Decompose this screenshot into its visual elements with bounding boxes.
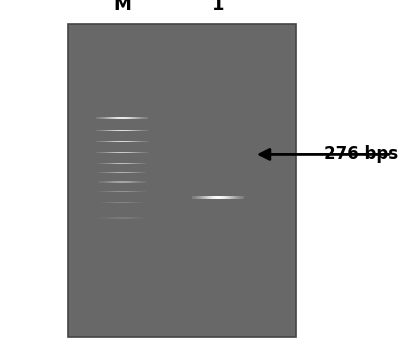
Text: M: M — [113, 0, 131, 14]
Text: 1: 1 — [212, 0, 224, 14]
Text: 276 bps: 276 bps — [324, 145, 398, 163]
FancyBboxPatch shape — [68, 24, 296, 337]
